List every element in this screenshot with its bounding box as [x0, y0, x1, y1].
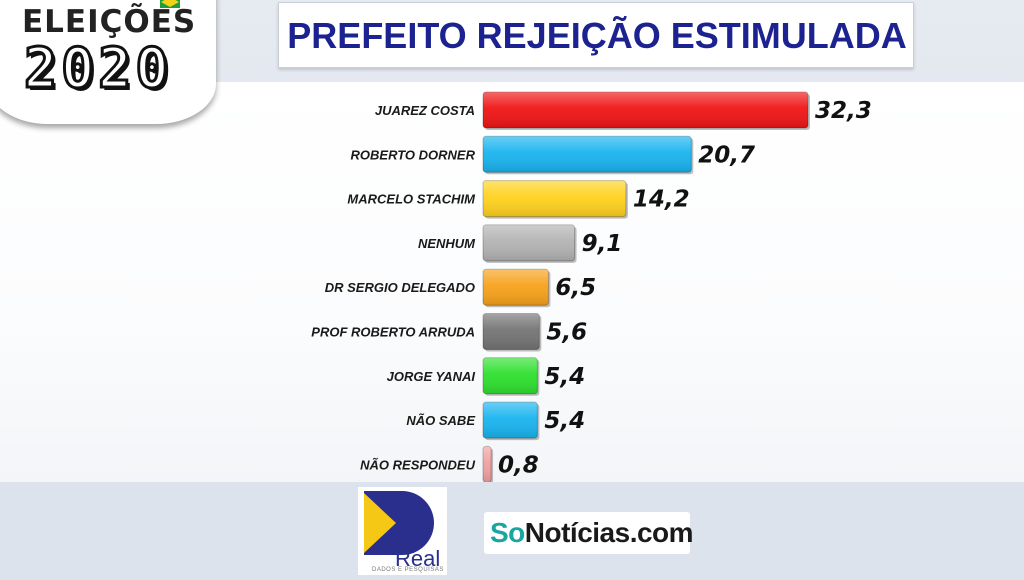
bar-chart: JUAREZ COSTA 32,3 ROBERTO DORNER 20,7 MARCEL…	[311, 91, 872, 482]
flag-icon	[160, 0, 180, 8]
category-label: JUAREZ COSTA	[375, 103, 475, 118]
category-label: MARCELO STACHIM	[347, 192, 476, 207]
sonoticias-logo-so: So	[490, 517, 525, 548]
sonoticias-logo-rest: Notícias.com	[524, 517, 694, 548]
badge-title: ELEIÇÕES	[22, 4, 197, 40]
value-label: 5,6	[546, 320, 587, 346]
value-label: 5,4	[544, 408, 585, 434]
real-logo-word: Real	[395, 546, 441, 571]
category-label: NÃO SABE	[406, 413, 475, 428]
value-label: 20,7	[698, 142, 755, 168]
value-label: 9,1	[582, 231, 623, 257]
bar-highlight	[483, 402, 538, 439]
bar-highlight	[483, 180, 626, 217]
bar-highlight	[483, 136, 692, 173]
value-label: 14,2	[633, 187, 690, 213]
category-label: PROF ROBERTO ARRUDA	[311, 325, 475, 340]
title-box: PREFEITO REJEIÇÃO ESTIMULADA	[278, 2, 914, 68]
real-logo-mark	[358, 487, 447, 575]
bar-highlight	[483, 224, 575, 261]
real-logo-subtitle: DADOS E PESQUISAS	[372, 567, 444, 573]
category-label: DR SERGIO DELEGADO	[325, 280, 475, 295]
value-label: 0,8	[498, 452, 539, 478]
bar-highlight	[483, 269, 549, 306]
value-label: 32,3	[815, 98, 872, 124]
category-label: JORGE YANAI	[387, 369, 476, 384]
bar-highlight	[483, 92, 808, 128]
elections-badge: ELEIÇÕES 2020	[0, 0, 216, 124]
category-label: ROBERTO DORNER	[351, 147, 476, 162]
value-label: 5,4	[544, 364, 585, 390]
bar-highlight	[483, 357, 538, 394]
category-label: NENHUM	[418, 236, 476, 251]
real-logo: Real DADOS E PESQUISAS	[358, 487, 447, 575]
badge-year: 2020	[23, 35, 173, 102]
value-label: 6,5	[555, 275, 596, 301]
bar-highlight	[483, 446, 492, 482]
chart-title: PREFEITO REJEIÇÃO ESTIMULADA	[287, 15, 907, 56]
sonoticias-logo: SoNotícias.com	[484, 512, 694, 554]
category-label: NÃO RESPONDEU	[360, 457, 475, 472]
bar-highlight	[483, 313, 540, 350]
